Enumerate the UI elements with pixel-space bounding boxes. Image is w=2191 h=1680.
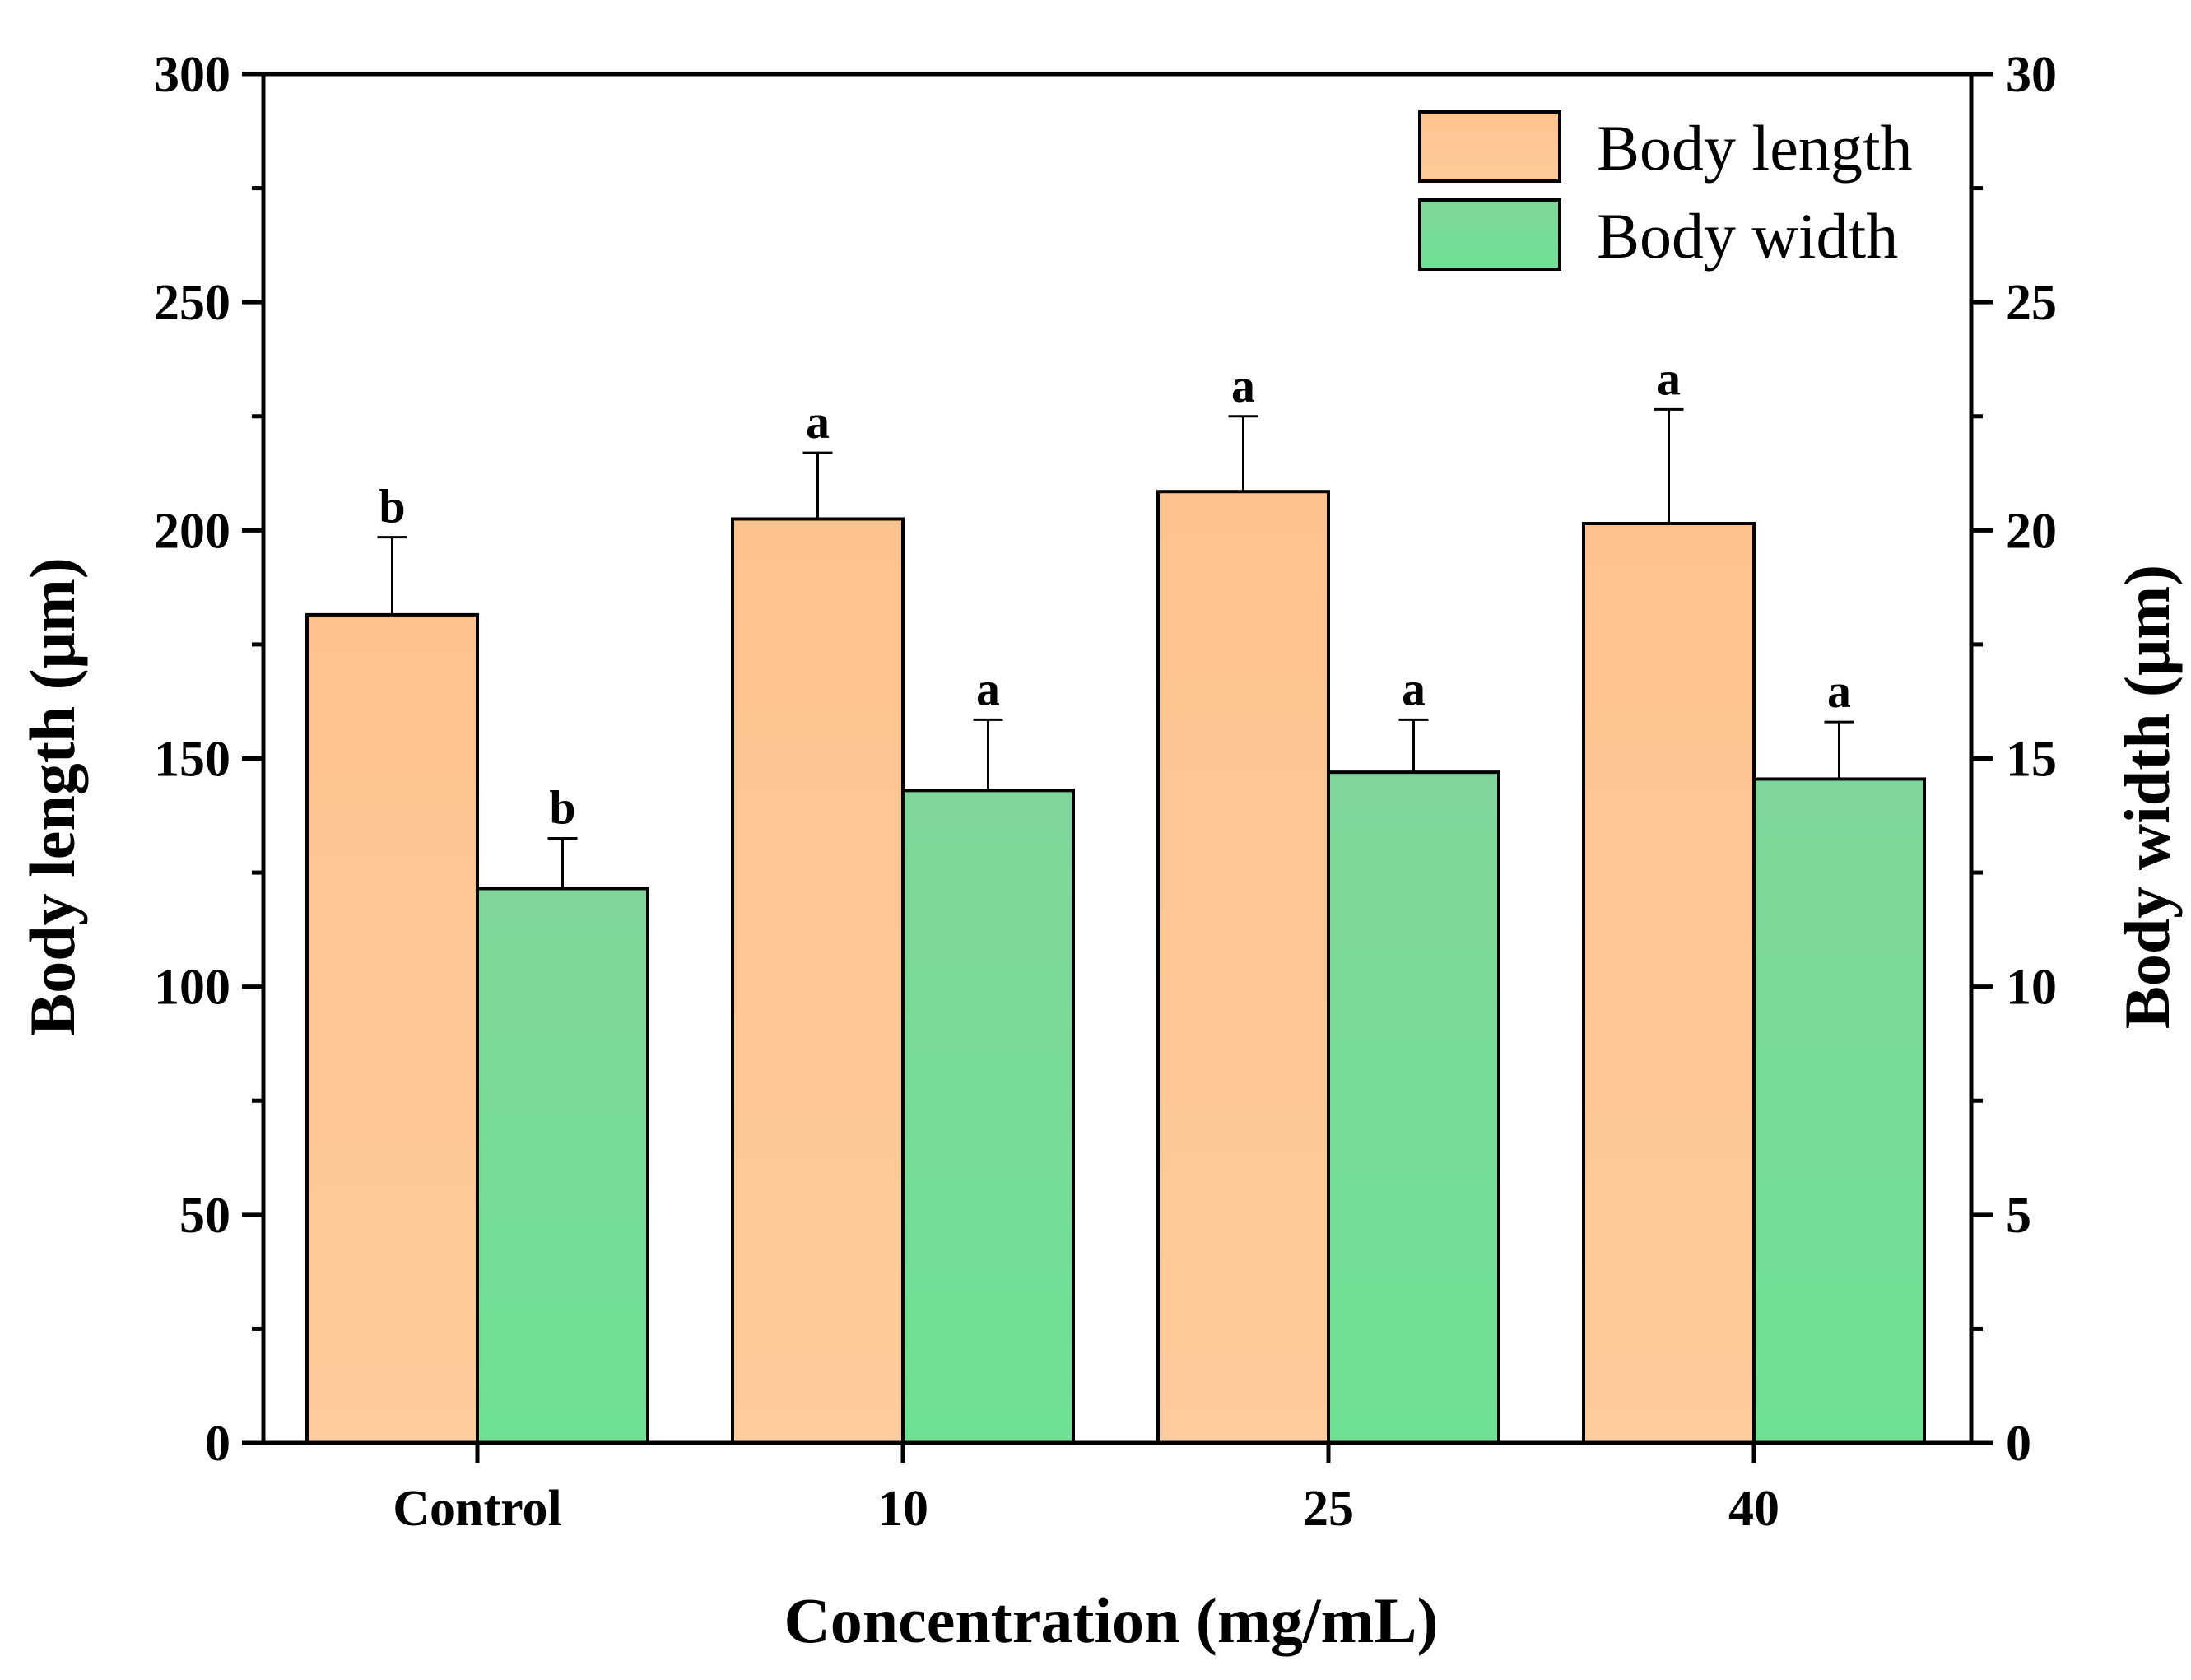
y2-tick-label: 20 — [2006, 503, 2057, 559]
significance-label-body-width-10: a — [976, 662, 1000, 715]
x-axis-title: Concentration (mg/mL) — [784, 1585, 1438, 1656]
significance-label-body-length-25: a — [1231, 359, 1255, 412]
bar-body-length-25 — [1156, 490, 1330, 1445]
x-tick-label: Control — [393, 1481, 562, 1537]
y-tick-label: 250 — [154, 275, 230, 331]
bar-body-length-control — [305, 612, 479, 1445]
bar-body-length-10 — [731, 517, 905, 1445]
y-tick-label: 200 — [154, 503, 230, 559]
y-tick-label: 150 — [154, 732, 230, 788]
y2-tick-label: 0 — [2006, 1416, 2031, 1472]
y2-tick-label: 15 — [2006, 732, 2057, 788]
y-axis-title: Body length (μm) — [16, 557, 88, 1036]
x-tick-label: 25 — [1303, 1481, 1354, 1537]
bar-body-width-25 — [1327, 770, 1500, 1445]
axes-layer: 0 50 100 150 200 250 300 0 5 10 15 20 25 30 Control 10 2… — [154, 47, 2057, 1537]
y-tick-label: 100 — [154, 960, 230, 1016]
bars-layer — [305, 407, 1926, 1445]
legend: Body length Body width — [1418, 110, 1913, 272]
labels-layer: b a a a b a a a — [379, 351, 1851, 834]
bar-body-width-40 — [1752, 777, 1926, 1445]
y2-tick-label: 10 — [2006, 960, 2057, 1016]
y2-tick-label: 30 — [2006, 47, 2057, 103]
x-tick-label: 10 — [877, 1481, 928, 1537]
legend-swatch-body-length — [1418, 110, 1561, 183]
significance-label-body-length-40: a — [1657, 351, 1681, 405]
x-tick-label: 40 — [1728, 1481, 1779, 1537]
bar-body-width-control — [476, 887, 649, 1445]
significance-label-body-length-10: a — [806, 395, 830, 449]
y-tick-label: 50 — [179, 1188, 230, 1244]
significance-label-body-width-control: b — [549, 781, 575, 835]
y-tick-label: 300 — [154, 47, 230, 103]
bar-body-length-40 — [1582, 522, 1756, 1445]
legend-label-body-length: Body length — [1597, 112, 1913, 184]
significance-label-body-width-25: a — [1402, 662, 1426, 715]
significance-label-body-width-40: a — [1827, 664, 1851, 718]
y-tick-label: 0 — [205, 1416, 230, 1472]
y2-axis-title: Body width (μm) — [2111, 565, 2183, 1029]
legend-label-body-width: Body width — [1597, 200, 1898, 272]
legend-swatch-body-width — [1418, 198, 1561, 271]
y2-tick-label: 25 — [2006, 275, 2057, 331]
bar-body-width-10 — [901, 789, 1075, 1445]
y2-tick-label: 5 — [2006, 1188, 2031, 1244]
significance-label-body-length-control: b — [379, 480, 405, 533]
